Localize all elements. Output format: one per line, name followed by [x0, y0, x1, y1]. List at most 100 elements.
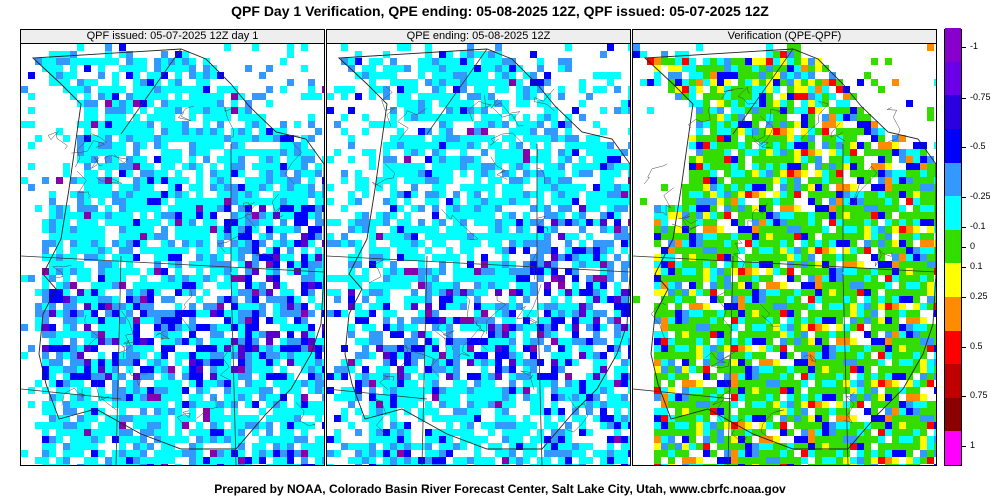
precip-cell [301, 443, 308, 450]
precip-cell [280, 436, 287, 443]
precip-cell [731, 317, 738, 324]
precip-cell [724, 212, 731, 219]
precip-cell [252, 317, 259, 324]
precip-cell [780, 233, 787, 240]
precip-cell [147, 415, 154, 422]
precip-cell [738, 156, 745, 163]
precip-cell [63, 464, 70, 465]
precip-cell [77, 436, 84, 443]
precip-cell [315, 373, 322, 380]
precip-cell [245, 226, 252, 233]
precip-cell [287, 254, 294, 261]
precip-cell [628, 443, 630, 450]
precip-cell [348, 268, 355, 275]
precip-cell [383, 387, 390, 394]
precip-cell [245, 366, 252, 373]
precip-cell [579, 310, 586, 317]
precip-cell [397, 366, 404, 373]
precip-cell [502, 282, 509, 289]
precip-cell [766, 51, 773, 58]
precip-cell [892, 268, 899, 275]
precip-cell [689, 233, 696, 240]
precip-cell [383, 457, 390, 464]
precip-cell [565, 44, 572, 51]
precip-cell [801, 142, 808, 149]
precip-cell [322, 380, 324, 387]
precip-cell [147, 72, 154, 79]
precip-cell [252, 268, 259, 275]
precip-cell [252, 121, 259, 128]
precip-cell [579, 156, 586, 163]
precip-cell [745, 282, 752, 289]
precip-cell [355, 317, 362, 324]
precip-cell [885, 212, 892, 219]
precip-cell [168, 408, 175, 415]
precip-cell [523, 296, 530, 303]
precip-cell [913, 163, 920, 170]
precip-cell [432, 457, 439, 464]
precip-cell [404, 366, 411, 373]
precip-cell [871, 310, 878, 317]
precip-cell [682, 324, 689, 331]
precip-cell [439, 415, 446, 422]
precip-cell [390, 457, 397, 464]
precip-cell [710, 191, 717, 198]
precip-cell [572, 247, 579, 254]
precip-cell [35, 324, 42, 331]
precip-cell [710, 261, 717, 268]
precip-cell [579, 170, 586, 177]
precip-cell [154, 72, 161, 79]
precip-cell [731, 93, 738, 100]
precip-cell [787, 247, 794, 254]
precip-cell [731, 121, 738, 128]
precip-cell [411, 359, 418, 366]
precip-cell [91, 135, 98, 142]
precip-cell [432, 317, 439, 324]
precip-cell [453, 254, 460, 261]
precip-cell [112, 163, 119, 170]
precip-cell [322, 401, 324, 408]
precip-cell [885, 163, 892, 170]
precip-cell [196, 135, 203, 142]
precip-cell [453, 352, 460, 359]
precip-cell [801, 338, 808, 345]
precip-cell [593, 149, 600, 156]
precip-cell [287, 184, 294, 191]
precip-cell [502, 429, 509, 436]
precip-cell [474, 359, 481, 366]
precip-cell [238, 191, 245, 198]
precip-cell [77, 86, 84, 93]
precip-cell [920, 324, 927, 331]
precip-cell [682, 86, 689, 93]
precip-cell [710, 177, 717, 184]
precip-cell [593, 261, 600, 268]
precip-cell [84, 310, 91, 317]
precip-cell [196, 436, 203, 443]
precip-cell [467, 394, 474, 401]
precip-cell [544, 450, 551, 457]
precip-cell [70, 86, 77, 93]
precip-cell [572, 233, 579, 240]
precip-cell [661, 261, 668, 268]
precip-cell [238, 366, 245, 373]
precip-cell [161, 170, 168, 177]
precip-cell [530, 464, 537, 465]
precip-cell [794, 79, 801, 86]
precip-cell [126, 226, 133, 233]
precip-cell [224, 268, 231, 275]
precip-cell [70, 310, 77, 317]
precip-cell [474, 163, 481, 170]
precip-cell [315, 408, 322, 415]
precip-cell [84, 296, 91, 303]
precip-cell [355, 303, 362, 310]
precip-cell [551, 296, 558, 303]
precip-cell [857, 261, 864, 268]
precip-cell [628, 170, 630, 177]
precip-cell [857, 114, 864, 121]
precip-cell [829, 296, 836, 303]
precip-cell [91, 142, 98, 149]
precip-cell [474, 205, 481, 212]
precip-cell [864, 240, 871, 247]
precip-cell [759, 310, 766, 317]
precip-cell [383, 352, 390, 359]
